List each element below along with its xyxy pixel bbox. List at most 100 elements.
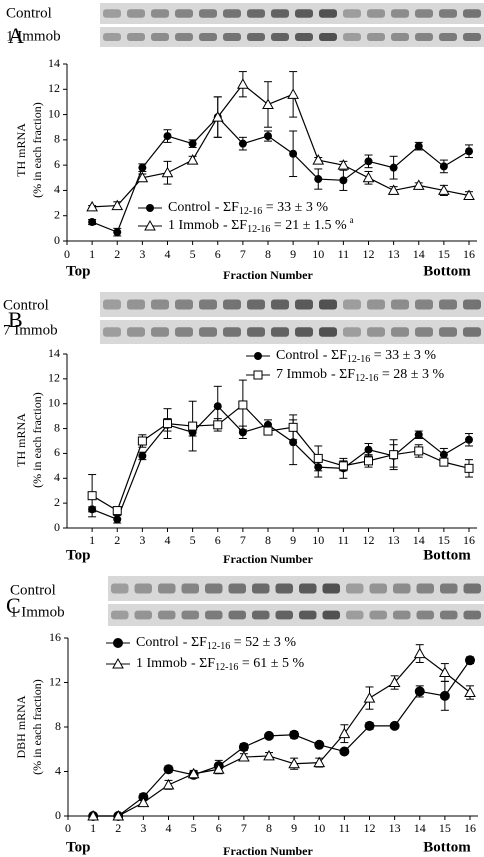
gel-band: [440, 610, 458, 620]
x-tick-label: 16: [463, 247, 475, 261]
gel-band: [103, 299, 121, 310]
legend-subscript: 12-16: [215, 662, 238, 673]
gel-band: [463, 33, 481, 41]
legend-name: 1 Immob: [136, 656, 187, 671]
gel-band: [223, 327, 241, 337]
gel-band: [111, 583, 129, 594]
gel-band: [275, 583, 293, 594]
x-tick-label: 11: [338, 247, 350, 261]
x-tick-label: 11: [338, 533, 350, 547]
gel-band: [181, 610, 199, 620]
x-end-label: Bottom: [423, 547, 471, 563]
x-tick-label: 7: [241, 821, 247, 835]
gel-strip: [100, 3, 484, 24]
marker: [144, 219, 156, 231]
y-tick-label: 10: [48, 395, 60, 409]
gel-band: [151, 299, 169, 310]
gel-band: [463, 610, 481, 620]
x-tick-label: 7: [240, 247, 246, 261]
x-axis-title: Fraction Number: [223, 844, 313, 857]
x-end-label: Top: [66, 839, 90, 855]
marker: [87, 809, 99, 821]
marker: [288, 422, 298, 432]
marker: [112, 657, 124, 669]
marker: [289, 729, 300, 740]
x-tick-label: 16: [464, 821, 476, 835]
marker: [113, 638, 123, 648]
x-tick-label: 15: [439, 821, 451, 835]
series-line: [91, 405, 470, 521]
y-tick-label: 4: [54, 470, 60, 484]
marker: [113, 228, 122, 237]
y-axis-title: DBH mRNA: [14, 695, 28, 758]
marker: [364, 157, 373, 166]
gel-band: [223, 33, 241, 41]
marker: [112, 809, 125, 821]
x-end-label: Top: [66, 263, 90, 279]
x-end-label: Top: [66, 547, 90, 563]
marker: [389, 163, 398, 172]
marker: [263, 749, 275, 761]
gel-band: [369, 610, 387, 620]
legend-entry: Control - ΣF12-16 = 52 ± 3 %: [136, 635, 296, 652]
marker: [86, 200, 98, 212]
gel-strip: [100, 27, 484, 47]
gel-label: Control: [6, 5, 52, 21]
y-tick-label: 8: [54, 132, 60, 146]
legend-stat: - ΣF: [215, 200, 239, 215]
marker: [414, 686, 425, 697]
gel-band: [134, 610, 152, 620]
marker: [387, 184, 400, 195]
marker: [337, 159, 350, 170]
x-end-label: Bottom: [423, 263, 471, 279]
x-tick-label: 4: [166, 821, 172, 835]
gel-band: [252, 583, 270, 594]
y-tick-label: 12: [48, 81, 60, 95]
marker: [146, 204, 154, 212]
gel-band: [158, 610, 176, 620]
x-tick-label: 13: [388, 533, 400, 547]
gel-band: [391, 327, 409, 337]
marker: [439, 450, 448, 459]
gel-band: [319, 299, 337, 310]
marker: [465, 147, 473, 156]
marker: [87, 491, 97, 501]
gel-band: [322, 610, 340, 620]
gel-band: [205, 610, 223, 620]
legend-stat: - ΣF: [223, 218, 247, 233]
marker: [439, 666, 451, 677]
y-tick-label: 0: [55, 808, 61, 822]
x-tick-label: 12: [364, 821, 376, 835]
marker: [362, 171, 375, 183]
gel-band: [299, 610, 317, 620]
x-end-label: Bottom: [423, 839, 471, 855]
gel-band: [175, 299, 193, 310]
marker: [439, 457, 449, 467]
marker: [338, 727, 351, 739]
gel-band: [415, 33, 433, 41]
marker: [464, 463, 474, 473]
marker: [238, 751, 250, 762]
gel-label: 1 Immob: [10, 604, 65, 620]
gel-band: [127, 33, 145, 41]
gel-band: [299, 583, 317, 594]
y-tick-label: 6: [54, 157, 60, 171]
x-tick-label: 14: [414, 821, 426, 835]
gel-band: [175, 33, 193, 41]
x-tick-label: 5: [191, 821, 197, 835]
gel-band: [391, 299, 409, 310]
legend-stat: = 28 ± 3 %: [378, 367, 444, 382]
gel-band: [295, 9, 313, 18]
x-tick-label: 8: [266, 821, 272, 835]
gel-band: [199, 9, 217, 18]
gel-band: [415, 9, 433, 18]
x-tick-label: 13: [388, 247, 400, 261]
marker: [212, 763, 225, 774]
legend-stat: = 61 ± 5 %: [238, 656, 304, 671]
gel-band: [343, 9, 361, 18]
marker: [262, 98, 274, 109]
gel-band: [393, 610, 411, 620]
marker: [414, 430, 423, 439]
legend-entry: Control - ΣF12-16 = 33 ± 3 %: [168, 200, 328, 217]
